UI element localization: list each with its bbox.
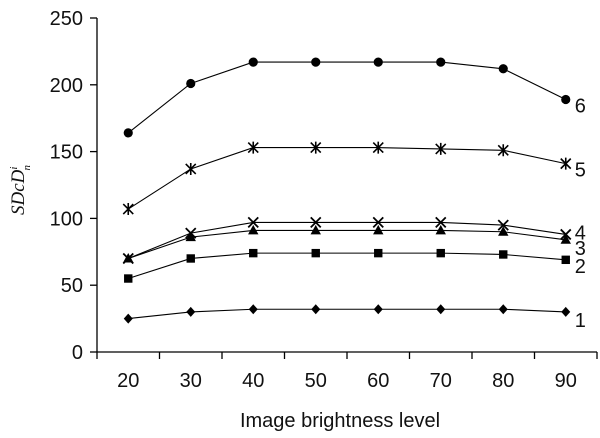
data-point xyxy=(499,250,508,259)
series-label: 2 xyxy=(575,256,586,278)
y-tick-label: 0 xyxy=(72,342,83,364)
series-4: 4 xyxy=(122,216,586,265)
data-point xyxy=(560,234,571,244)
data-point xyxy=(497,219,509,231)
data-point xyxy=(310,224,321,235)
data-point xyxy=(373,224,384,235)
data-point xyxy=(185,231,196,242)
data-point xyxy=(435,142,447,155)
data-point xyxy=(247,141,259,154)
data-point xyxy=(435,216,447,229)
labels-layer: Image brightness level SDcDin xyxy=(8,165,440,432)
series-line xyxy=(127,61,566,134)
y-tick-label: 250 xyxy=(50,8,83,30)
data-point xyxy=(123,313,133,324)
data-point xyxy=(311,304,321,315)
data-point xyxy=(436,304,446,315)
data-point xyxy=(498,64,508,74)
data-point xyxy=(561,94,571,105)
data-point xyxy=(185,227,197,239)
data-point xyxy=(373,57,383,67)
data-point xyxy=(372,216,384,229)
y-tick-label: 100 xyxy=(50,208,83,230)
x-tick-label: 80 xyxy=(492,370,514,392)
series-line xyxy=(128,308,566,320)
series-line xyxy=(128,229,566,260)
data-point xyxy=(311,248,320,258)
series-label: 1 xyxy=(575,310,586,332)
data-point xyxy=(186,306,196,317)
data-point xyxy=(122,203,134,216)
data-point xyxy=(561,306,571,317)
data-point xyxy=(560,228,572,241)
series-label: 3 xyxy=(575,238,586,260)
y-axis-title: SDcDin xyxy=(8,165,33,215)
series-label: 4 xyxy=(575,222,586,244)
data-point xyxy=(247,216,259,229)
axes: 0 50 100 150 200 250 20 30 40 50 60 70 80 90 xyxy=(50,8,598,392)
data-point xyxy=(372,141,384,154)
data-point xyxy=(124,274,133,283)
data-point xyxy=(249,248,258,258)
series-2: 2 xyxy=(124,248,586,283)
series-label: 6 xyxy=(575,95,586,117)
data-point xyxy=(435,224,446,235)
series-line xyxy=(128,221,566,259)
y-tick-label: 200 xyxy=(50,75,83,97)
data-point xyxy=(560,157,572,170)
data-point xyxy=(436,57,446,67)
data-point xyxy=(373,304,383,315)
y-axis-title-sup: i xyxy=(8,167,20,170)
x-tick-label: 70 xyxy=(430,370,452,392)
data-point xyxy=(311,57,321,67)
x-tick-label: 40 xyxy=(242,370,264,392)
data-point xyxy=(498,226,509,236)
data-point xyxy=(310,141,322,154)
x-tick-label: 90 xyxy=(555,370,577,392)
data-point xyxy=(561,255,570,265)
data-point xyxy=(248,224,259,235)
data-point xyxy=(374,248,383,258)
y-axis-title-sub: n xyxy=(21,165,33,171)
x-tick-label: 20 xyxy=(117,370,139,392)
series-line xyxy=(128,252,566,280)
data-point xyxy=(497,144,509,157)
y-axis-title-base: SDcD xyxy=(8,169,29,215)
data-point xyxy=(248,57,258,67)
data-point xyxy=(185,162,197,175)
data-point xyxy=(310,216,322,229)
series-6: 6 xyxy=(123,57,586,138)
data-point xyxy=(248,304,258,315)
series-layer: 1 234 5 6 xyxy=(122,57,586,332)
x-axis-title: Image brightness level xyxy=(240,410,440,432)
data-point xyxy=(498,304,508,315)
data-point xyxy=(436,248,445,258)
data-point xyxy=(186,78,196,89)
series-1: 1 xyxy=(123,304,586,332)
y-tick-label: 50 xyxy=(61,275,83,297)
series-label: 5 xyxy=(575,160,586,182)
data-point xyxy=(186,254,195,263)
x-tick-label: 30 xyxy=(180,370,202,392)
svg-text:SDcDin: SDcDin xyxy=(8,165,33,215)
series-5: 5 xyxy=(122,141,586,216)
y-tick-label: 150 xyxy=(50,142,83,164)
data-point xyxy=(123,128,133,138)
series-3: 3 xyxy=(123,224,586,263)
series-line xyxy=(127,147,566,210)
x-tick-label: 50 xyxy=(305,370,327,392)
data-point xyxy=(122,252,134,265)
x-tick-label: 60 xyxy=(367,370,389,392)
